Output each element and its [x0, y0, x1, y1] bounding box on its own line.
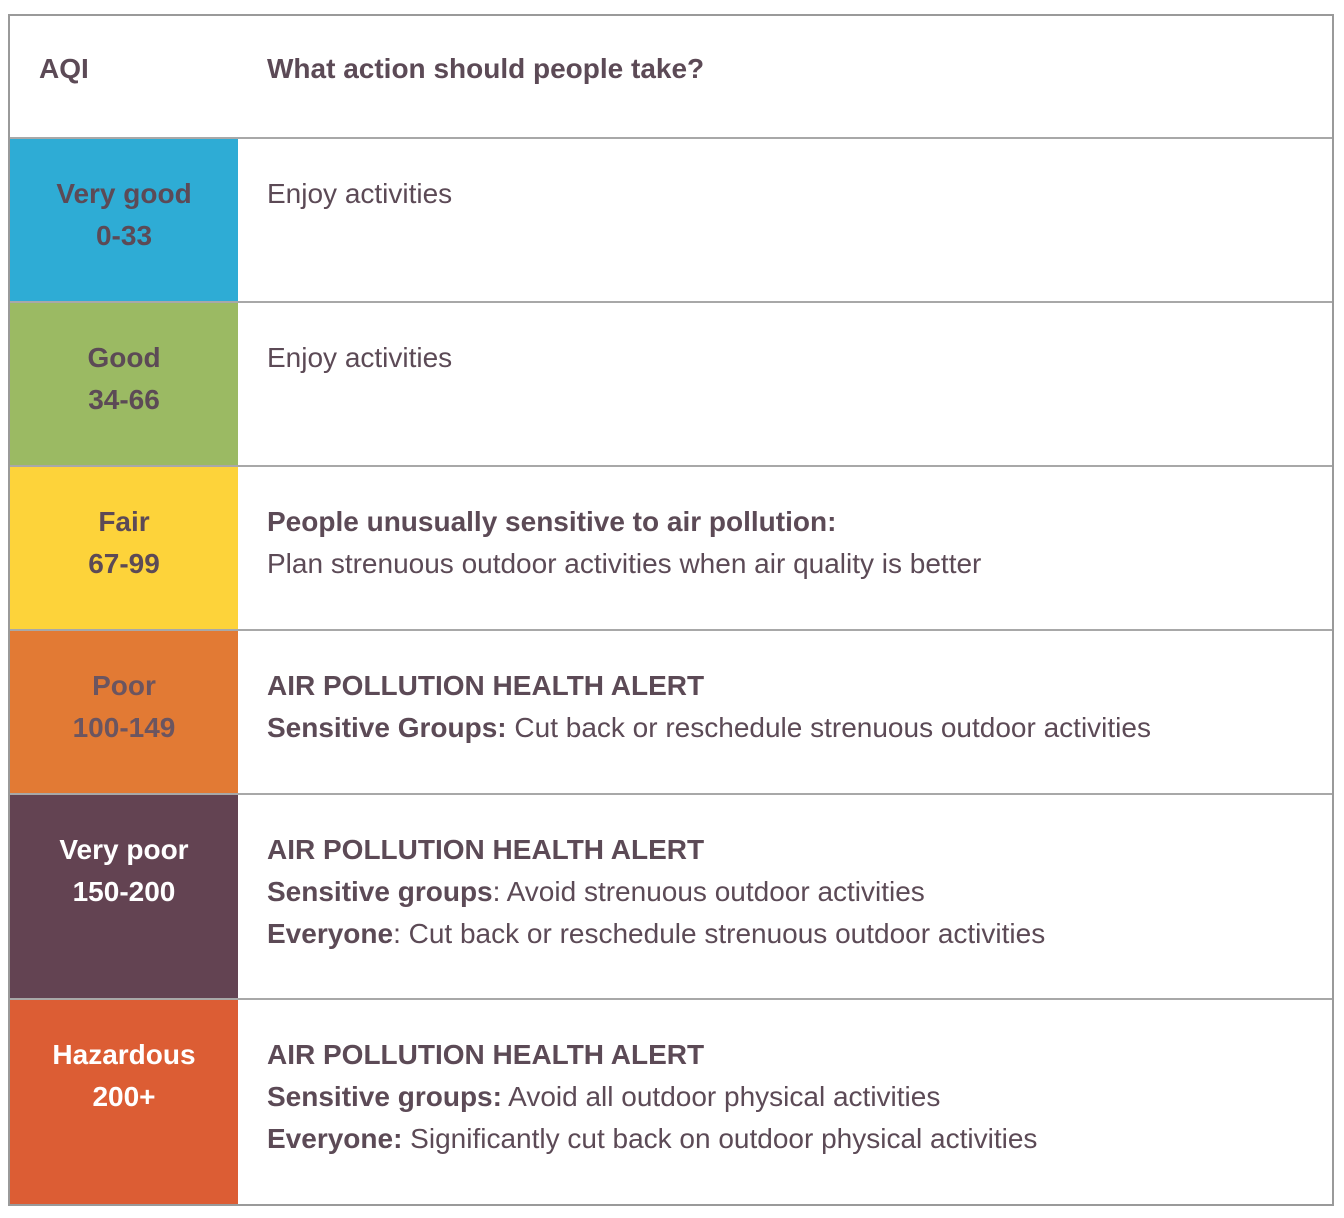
everyone-text: : Cut back or reschedule strenuous outdo… — [393, 918, 1046, 949]
action-cell: AIR POLLUTION HEALTH ALERT Sensitive gro… — [238, 1000, 1332, 1204]
action-cell: AIR POLLUTION HEALTH ALERT Sensitive Gro… — [238, 631, 1332, 793]
table-row-very-good: Very good 0-33 Enjoy activities — [10, 139, 1332, 303]
everyone-line: Everyone: Significantly cut back on outd… — [267, 1118, 1332, 1160]
sensitive-groups-label: Sensitive Groups: — [267, 712, 507, 743]
everyone-label: Everyone: — [267, 1123, 403, 1154]
table-row-fair: Fair 67-99 People unusually sensitive to… — [10, 467, 1332, 631]
aqi-table: AQI What action should people take? Very… — [8, 14, 1334, 1206]
action-cell: Enjoy activities — [238, 139, 1332, 301]
level-range: 0-33 — [95, 220, 153, 251]
health-alert-heading: AIR POLLUTION HEALTH ALERT — [267, 670, 705, 701]
sensitive-groups-text: Cut back or reschedule strenuous outdoor… — [506, 712, 1151, 743]
sensitive-groups-line: Sensitive Groups: Cut back or reschedule… — [267, 707, 1332, 749]
level-name: Good — [87, 342, 161, 373]
health-alert-heading: AIR POLLUTION HEALTH ALERT — [267, 1039, 705, 1070]
table-row-hazardous: Hazardous 200+ AIR POLLUTION HEALTH ALER… — [10, 1000, 1332, 1204]
action-cell: Enjoy activities — [238, 303, 1332, 465]
level-range: 67-99 — [88, 548, 160, 579]
sensitive-groups-text: : Avoid strenuous outdoor activities — [492, 876, 925, 907]
action-text: Enjoy activities — [267, 342, 453, 373]
aqi-level-cell: Very poor 150-200 — [10, 795, 238, 998]
level-range: 34-66 — [88, 384, 160, 415]
sensitive-groups-line: Sensitive groups: Avoid all outdoor phys… — [267, 1076, 1332, 1118]
level-range: 200+ — [92, 1081, 156, 1112]
aqi-level-cell: Poor 100-149 — [10, 631, 238, 793]
level-name: Very poor — [59, 834, 189, 865]
level-range: 100-149 — [72, 712, 176, 743]
level-name: Fair — [98, 506, 150, 537]
everyone-label: Everyone — [267, 918, 394, 949]
action-cell: AIR POLLUTION HEALTH ALERT Sensitive gro… — [238, 795, 1332, 998]
aqi-column-header: AQI — [39, 53, 89, 84]
table-row-poor: Poor 100-149 AIR POLLUTION HEALTH ALERT … — [10, 631, 1332, 795]
aqi-level-cell: Very good 0-33 — [10, 139, 238, 301]
action-cell: People unusually sensitive to air pollut… — [238, 467, 1332, 629]
sensitive-groups-label: Sensitive groups: — [267, 1081, 502, 1112]
action-column-header: What action should people take? — [267, 53, 705, 84]
table-row-good: Good 34-66 Enjoy activities — [10, 303, 1332, 467]
table-row-very-poor: Very poor 150-200 AIR POLLUTION HEALTH A… — [10, 795, 1332, 1000]
everyone-line: Everyone: Cut back or reschedule strenuo… — [267, 913, 1332, 955]
action-heading: People unusually sensitive to air pollut… — [267, 506, 837, 537]
action-text: Enjoy activities — [267, 178, 453, 209]
level-range: 150-200 — [72, 876, 176, 907]
table-header-row: AQI What action should people take? — [10, 16, 1332, 139]
sensitive-groups-label: Sensitive groups — [267, 876, 493, 907]
health-alert-heading: AIR POLLUTION HEALTH ALERT — [267, 834, 705, 865]
aqi-level-cell: Fair 67-99 — [10, 467, 238, 629]
level-name: Hazardous — [52, 1039, 196, 1070]
aqi-level-cell: Hazardous 200+ — [10, 1000, 238, 1204]
action-text: Plan strenuous outdoor activities when a… — [267, 548, 982, 579]
sensitive-groups-line: Sensitive groups: Avoid strenuous outdoo… — [267, 871, 1332, 913]
everyone-text: Significantly cut back on outdoor physic… — [402, 1123, 1038, 1154]
level-name: Very good — [56, 178, 192, 209]
aqi-level-cell: Good 34-66 — [10, 303, 238, 465]
sensitive-groups-text: Avoid all outdoor physical activities — [501, 1081, 941, 1112]
level-name: Poor — [92, 670, 156, 701]
